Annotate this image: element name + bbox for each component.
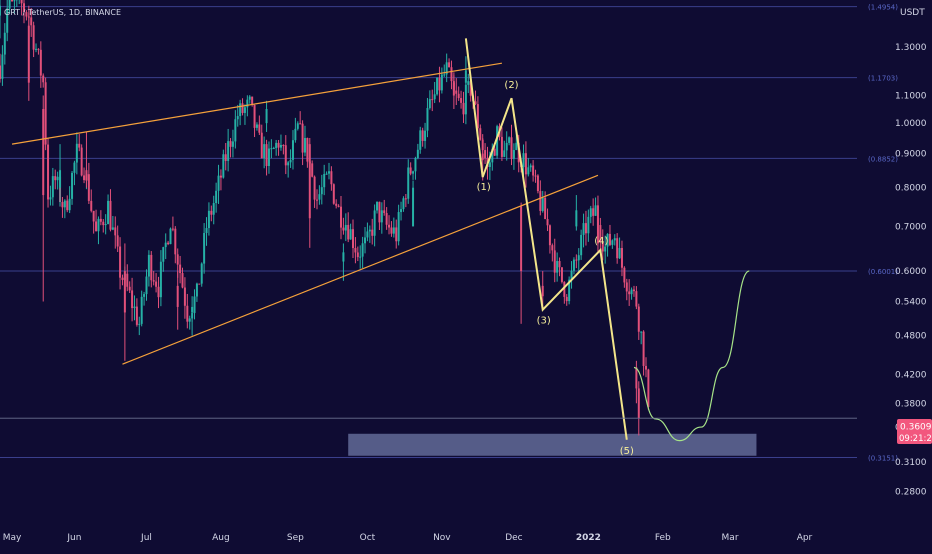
candle xyxy=(561,267,563,283)
currency-label: USDT xyxy=(900,8,925,18)
candle xyxy=(201,262,203,286)
x-tick-label: Oct xyxy=(360,533,376,543)
x-tick-label: Feb xyxy=(655,533,671,543)
y-tick-label: 0.8000 xyxy=(895,184,927,194)
y-tick-label: 0.7000 xyxy=(895,222,927,232)
y-tick-label: 0.4800 xyxy=(895,332,927,342)
candle xyxy=(333,183,335,204)
x-tick-label: Sep xyxy=(287,533,304,543)
y-tick-label: 1.1000 xyxy=(895,92,927,102)
price-badge-countdown: 09:21:22 xyxy=(899,434,932,444)
fib-label: (0.8852) xyxy=(868,155,898,163)
wave-label: (4) xyxy=(594,236,608,247)
y-tick-label: 1.0000 xyxy=(895,119,927,129)
fib-label: (1.1703) xyxy=(868,75,898,83)
candle xyxy=(436,77,438,95)
fib-label: (0.3151) xyxy=(868,454,898,462)
x-tick-label: Apr xyxy=(797,533,813,543)
y-tick-label: 1.3000 xyxy=(895,43,927,53)
wave-label: (2) xyxy=(504,80,518,91)
price-badge-value: 0.3609 xyxy=(900,423,932,433)
candle xyxy=(81,144,83,176)
y-tick-label: 0.3800 xyxy=(895,399,927,409)
candle xyxy=(537,174,539,193)
x-tick-label: Jun xyxy=(66,533,81,543)
x-tick-label: Dec xyxy=(505,533,522,543)
price-badge: 0.3609 09:21:22 xyxy=(897,419,932,444)
y-tick-label: 0.9000 xyxy=(895,150,927,160)
x-tick-label: Mar xyxy=(722,533,739,543)
wave-label: (5) xyxy=(620,446,634,457)
candle xyxy=(47,138,49,208)
x-tick-label: May xyxy=(3,533,22,543)
support-zone xyxy=(348,434,756,456)
symbol-header: GRT / TetherUS, 1D, BINANCE xyxy=(4,8,121,17)
candle xyxy=(198,284,200,285)
y-tick-label: 0.3100 xyxy=(895,458,927,468)
y-tick-label: 0.2800 xyxy=(895,488,927,498)
x-tick-label: 2022 xyxy=(576,533,601,543)
fib-label: (1.4954) xyxy=(868,4,898,12)
fib-label: (0.6001) xyxy=(868,268,898,276)
x-tick-label: Jul xyxy=(140,533,152,543)
wave-label: (1) xyxy=(477,182,491,193)
y-tick-label: 0.5400 xyxy=(895,298,927,308)
y-tick-label: 0.6000 xyxy=(895,267,927,277)
candle xyxy=(419,127,421,154)
wave-label: (3) xyxy=(537,316,551,327)
y-tick-label: 0.4200 xyxy=(895,370,927,380)
candle xyxy=(170,228,172,245)
x-tick-label: Nov xyxy=(433,533,451,543)
x-tick-label: Aug xyxy=(212,533,230,543)
